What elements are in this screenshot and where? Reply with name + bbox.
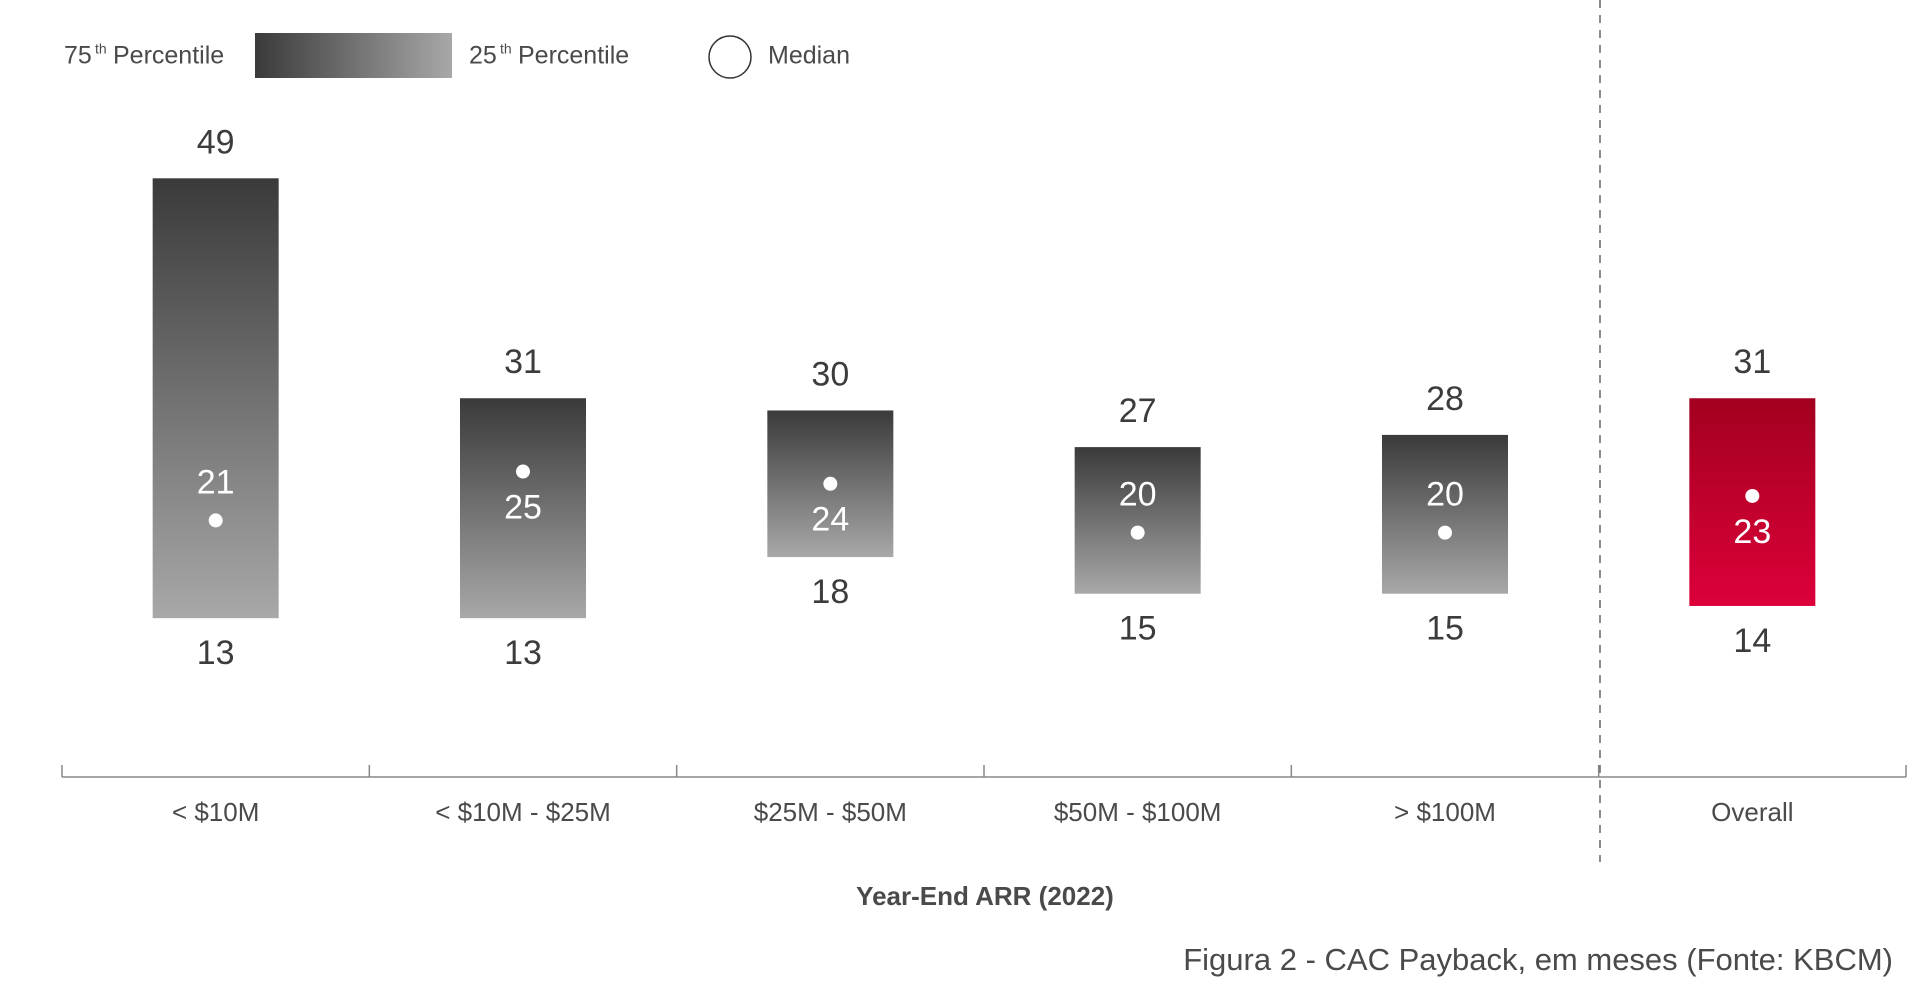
x-tick-label: Overall	[1711, 797, 1793, 827]
value-label: 18	[811, 573, 849, 611]
value-label: 15	[1119, 610, 1157, 648]
median-label: 25	[504, 489, 542, 527]
bar	[1382, 434, 1508, 594]
x-tick-label: < $10M - $25M	[435, 797, 611, 827]
legend-number: 75	[64, 42, 92, 70]
median-dot	[208, 513, 223, 528]
value-label: 49	[197, 123, 235, 161]
value-label: 31	[1733, 343, 1771, 381]
value-label: 14	[1733, 622, 1771, 660]
median-label: 20	[1426, 476, 1464, 514]
value-label: 28	[1426, 380, 1464, 418]
value-label: 15	[1426, 610, 1464, 648]
legend-suffix: th	[500, 41, 512, 57]
caption: Figura 2 - CAC Payback, em meses (Fonte:…	[1183, 942, 1893, 977]
value-label: 13	[197, 634, 235, 672]
x-tick-label: $25M - $50M	[754, 797, 907, 827]
median-label: 20	[1119, 476, 1157, 514]
legend-number: 25	[469, 42, 497, 70]
value-label: 30	[811, 355, 849, 393]
median-dot	[1745, 488, 1760, 503]
legend-suffix: th	[95, 41, 107, 57]
median-dot	[1130, 525, 1145, 540]
value-label: 13	[504, 634, 542, 672]
x-tick-label: > $100M	[1394, 797, 1496, 827]
median-dot	[516, 464, 530, 479]
median-dot	[1438, 525, 1452, 540]
median-label: 21	[197, 463, 235, 501]
x-axis-title: Year-End ARR (2022)	[856, 881, 1114, 911]
legend-label: Median	[768, 42, 850, 70]
legend-label: Percentile	[113, 42, 224, 70]
bar	[1074, 447, 1201, 594]
x-tick-label: < $10M	[172, 797, 259, 827]
value-label: 27	[1119, 392, 1157, 430]
median-label: 23	[1733, 513, 1771, 551]
legend-gradient	[255, 33, 452, 78]
x-tick-label: $50M - $100M	[1054, 797, 1222, 827]
value-label: 31	[504, 343, 542, 381]
bar	[460, 398, 586, 619]
legend-label: Percentile	[518, 42, 629, 70]
bar	[152, 178, 279, 619]
median-dot	[823, 476, 838, 491]
median-label: 24	[811, 501, 849, 539]
legend-circle	[708, 35, 752, 79]
